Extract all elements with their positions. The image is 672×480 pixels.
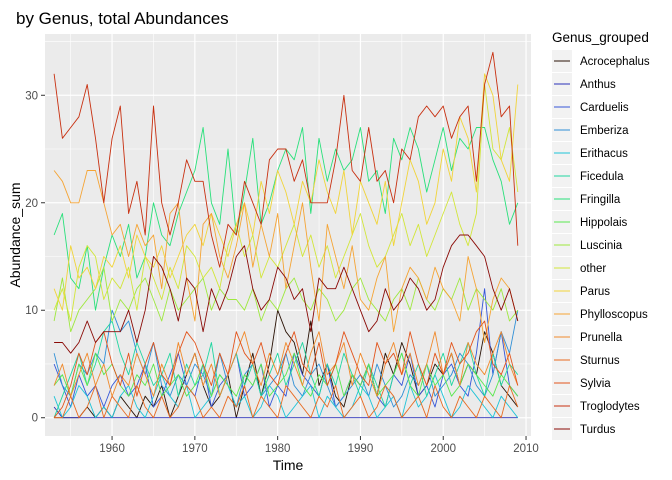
y-axis-ticks: 0 10 20 30	[25, 90, 45, 425]
legend-label: Prunella	[580, 332, 623, 344]
series-line-parus	[53, 73, 519, 311]
y-axis-title: Abundance_sum	[7, 182, 23, 287]
legend-title: Genus_grouped	[552, 30, 649, 45]
series-line-sylvia	[53, 320, 519, 418]
x-tick-label: 1960	[99, 443, 125, 455]
series-line-phylloscopus	[53, 170, 519, 343]
x-tick-label: 2000	[430, 443, 456, 455]
series-line-acrocephalus	[54, 309, 519, 419]
series-lines	[53, 51, 519, 419]
legend-label: Carduelis	[580, 102, 629, 114]
legend-label: Turdus	[580, 424, 616, 436]
legend-label: other	[580, 263, 606, 275]
legend-label: Phylloscopus	[580, 309, 648, 321]
legend-label: Fringilla	[580, 194, 621, 206]
series-line-erithacus	[53, 374, 519, 419]
y-tick-label: 10	[25, 305, 38, 317]
legend-label: Erithacus	[580, 148, 628, 160]
x-tick-label: 1970	[182, 443, 208, 455]
panel-background	[45, 34, 531, 436]
legend-label: Sylvia	[580, 378, 611, 390]
x-tick-label: 1990	[348, 443, 374, 455]
y-tick-label: 20	[25, 198, 38, 210]
series-line-sturnus	[54, 385, 519, 419]
legend-label: Hippolais	[580, 217, 628, 229]
y-tick-label: 30	[25, 90, 38, 102]
legend-label: Sturnus	[580, 355, 620, 367]
series-line-troglodytes	[53, 51, 519, 268]
series-line-hippolais	[53, 352, 519, 397]
legend: Genus_grouped Acrocephalus Anthus Cardueli…	[552, 30, 650, 440]
series-line-prunella	[53, 331, 519, 397]
legend-label: Anthus	[580, 79, 616, 91]
legend-label: Troglodytes	[580, 401, 640, 413]
x-axis-ticks: 1960 1970 1980 1990 2000 2010	[99, 436, 539, 455]
chart-title: by Genus, total Abundances	[16, 9, 229, 28]
legend-label: Ficedula	[580, 171, 624, 183]
legend-label: Acrocephalus	[580, 56, 650, 68]
legend-label: Emberiza	[580, 125, 629, 137]
y-tick-label: 0	[32, 413, 38, 425]
legend-label: Luscinia	[580, 240, 623, 252]
x-tick-label: 2010	[513, 443, 539, 455]
x-tick-label: 1980	[265, 443, 291, 455]
series-line-other	[53, 84, 519, 322]
x-axis-title: Time	[273, 457, 304, 473]
legend-label: Parus	[580, 286, 610, 298]
series-line-turdus	[54, 234, 519, 354]
